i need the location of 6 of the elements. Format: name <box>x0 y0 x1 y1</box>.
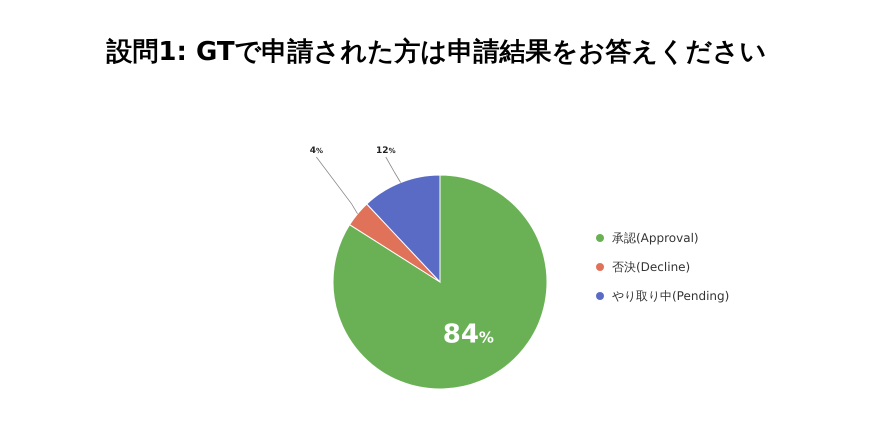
pie-slice <box>332 174 548 390</box>
legend-label: 承認(Approval) <box>612 231 699 245</box>
legend-label: 否決(Decline) <box>612 260 690 274</box>
chart-title: 設問1: GTで申請された方は申請結果をお答えください <box>105 37 767 67</box>
data-label: 84% <box>442 320 494 350</box>
legend-label: やり取り中(Pending) <box>612 289 730 303</box>
